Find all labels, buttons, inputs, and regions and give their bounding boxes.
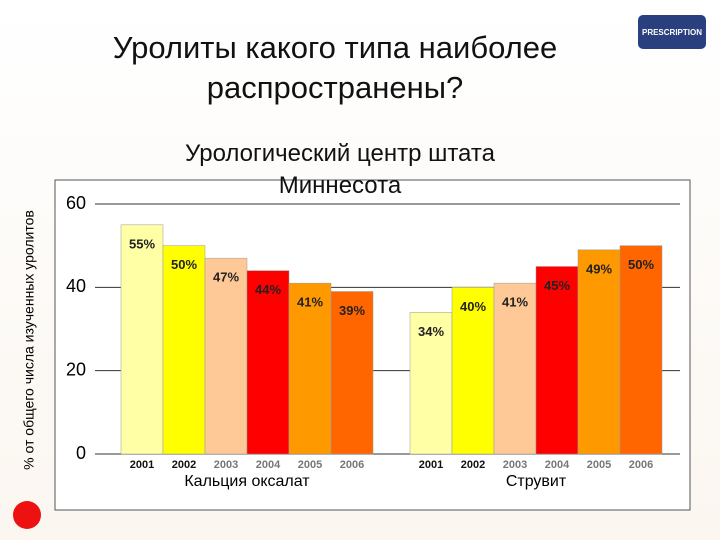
bar xyxy=(120,224,164,455)
value-label: 55% xyxy=(129,236,155,251)
group-label: Кальция оксалат xyxy=(184,473,310,490)
x-tick-label: 2004 xyxy=(256,459,281,471)
subtitle: Урологический центр штата Миннесота xyxy=(185,140,495,199)
decoration xyxy=(13,501,41,529)
bar xyxy=(577,249,621,455)
bar xyxy=(330,291,374,455)
y-tick-label: 0 xyxy=(76,443,86,463)
bar xyxy=(162,245,206,455)
value-label: 41% xyxy=(297,295,323,310)
value-label: 45% xyxy=(544,278,570,293)
x-tick-label: 2003 xyxy=(503,459,527,471)
bar xyxy=(535,266,579,455)
value-label: 50% xyxy=(628,257,654,272)
value-label: 49% xyxy=(586,261,612,276)
y-axis-label: % от общего числа изученных уролитов xyxy=(21,210,37,470)
value-label: 44% xyxy=(255,282,281,297)
value-label: 39% xyxy=(339,303,365,318)
y-tick-label: 40 xyxy=(66,276,86,296)
x-tick-label: 2002 xyxy=(461,459,485,471)
bar xyxy=(493,282,537,455)
x-tick-label: 2006 xyxy=(340,459,364,471)
bar xyxy=(288,282,332,455)
bar xyxy=(409,312,453,455)
logo-box xyxy=(638,15,706,49)
x-tick-label: 2006 xyxy=(629,459,653,471)
bar xyxy=(619,245,663,455)
x-tick-label: 2005 xyxy=(587,459,611,471)
x-tick-label: 2005 xyxy=(298,459,322,471)
group-label: Струвит xyxy=(506,473,567,490)
x-tick-label: 2001 xyxy=(419,459,443,471)
bar xyxy=(451,287,495,455)
title: Уролиты какого типа наиболее распростран… xyxy=(112,30,558,105)
value-label: 40% xyxy=(460,299,486,314)
value-label: 34% xyxy=(418,324,444,339)
x-tick-label: 2003 xyxy=(214,459,238,471)
y-tick-label: 60 xyxy=(66,193,86,213)
x-tick-label: 2002 xyxy=(172,459,196,471)
logo: PRESCRIPTION xyxy=(642,28,702,37)
value-label: 41% xyxy=(502,295,528,310)
bar xyxy=(246,270,290,455)
bar xyxy=(204,257,248,455)
value-label: 47% xyxy=(213,270,239,285)
x-tick-label: 2004 xyxy=(545,459,570,471)
x-tick-label: 2001 xyxy=(130,459,154,471)
value-label: 50% xyxy=(171,257,197,272)
y-tick-label: 20 xyxy=(66,359,86,379)
